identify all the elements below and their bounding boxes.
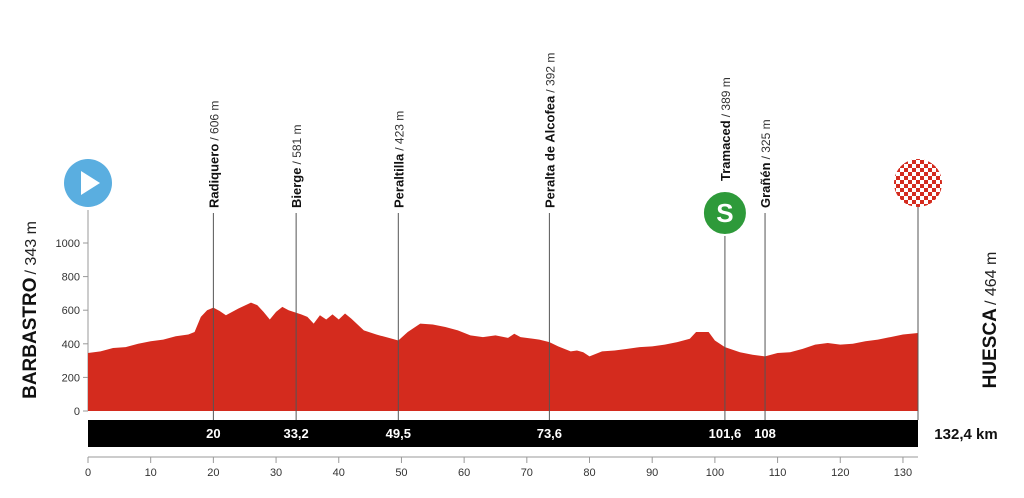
waypoint-km: 101,6 <box>709 426 742 441</box>
waypoint-label: Peraltilla / 423 m <box>391 111 406 208</box>
y-tick-label: 0 <box>74 406 80 418</box>
x-tick-label: 50 <box>395 467 407 479</box>
waypoint-name: Peraltilla <box>391 153 406 208</box>
x-tick-label: 110 <box>769 467 787 479</box>
waypoint-altitude: / 392 m <box>543 53 557 93</box>
y-tick-label: 600 <box>62 305 80 317</box>
start-arrow <box>81 171 100 195</box>
waypoint-altitude: / 389 m <box>719 77 733 117</box>
x-tick-label: 70 <box>521 467 533 479</box>
y-tick-label: 200 <box>62 372 80 384</box>
km-bar <box>88 420 918 447</box>
x-tick-label: 20 <box>207 467 219 479</box>
waypoint-label: Radiquero / 606 m <box>206 101 221 208</box>
x-tick-label: 30 <box>270 467 282 479</box>
waypoint-name: Bierge <box>289 168 304 208</box>
x-tick-label: 120 <box>831 467 849 479</box>
waypoint-label: Tramaced / 389 m <box>718 77 733 181</box>
y-tick-label: 400 <box>62 339 80 351</box>
waypoint-name: Peralta de Alcofea <box>542 95 557 208</box>
x-tick-label: 0 <box>85 467 91 479</box>
finish-km: 132,4 km <box>934 426 997 443</box>
waypoint-altitude: / 581 m <box>290 124 304 164</box>
finish-altitude: / 464 m <box>983 252 1000 305</box>
x-tick-label: 100 <box>706 467 724 479</box>
y-tick-label: 800 <box>62 272 80 284</box>
waypoint-label: Bierge / 581 m <box>289 124 304 208</box>
waypoint-km: 20 <box>206 426 220 441</box>
start-altitude: / 343 m <box>23 221 40 274</box>
waypoint-name: Tramaced <box>718 120 733 181</box>
finish-name: HUESCA <box>980 308 1001 389</box>
finish-label: HUESCA / 464 m <box>980 252 1001 389</box>
waypoint-km: 108 <box>754 426 776 441</box>
x-tick-label: 10 <box>145 467 157 479</box>
x-tick-label: 130 <box>894 467 912 479</box>
waypoint-km: 49,5 <box>386 426 411 441</box>
waypoint-altitude: / 423 m <box>392 111 406 151</box>
waypoint-name: Radiquero <box>206 144 221 208</box>
waypoint-label: Grañén / 325 m <box>758 119 773 208</box>
x-tick-label: 60 <box>458 467 470 479</box>
start-label: BARBASTRO / 343 m <box>20 221 41 399</box>
waypoint-altitude: / 325 m <box>759 119 773 159</box>
elevation-area <box>88 302 918 411</box>
x-tick-label: 40 <box>333 467 345 479</box>
start-name: BARBASTRO <box>20 278 41 399</box>
waypoint-altitude: / 606 m <box>207 101 221 141</box>
finish-icon <box>894 159 942 207</box>
x-tick-label: 90 <box>646 467 658 479</box>
y-tick-label: 1000 <box>56 238 80 250</box>
waypoint-km: 73,6 <box>537 426 562 441</box>
waypoint-label: Peralta de Alcofea / 392 m <box>542 53 557 208</box>
sprint-icon <box>701 190 748 236</box>
waypoint-km: 33,2 <box>283 426 308 441</box>
x-tick-label: 80 <box>583 467 595 479</box>
sprint-letter: S <box>716 198 733 228</box>
waypoint-name: Grañén <box>758 162 773 208</box>
